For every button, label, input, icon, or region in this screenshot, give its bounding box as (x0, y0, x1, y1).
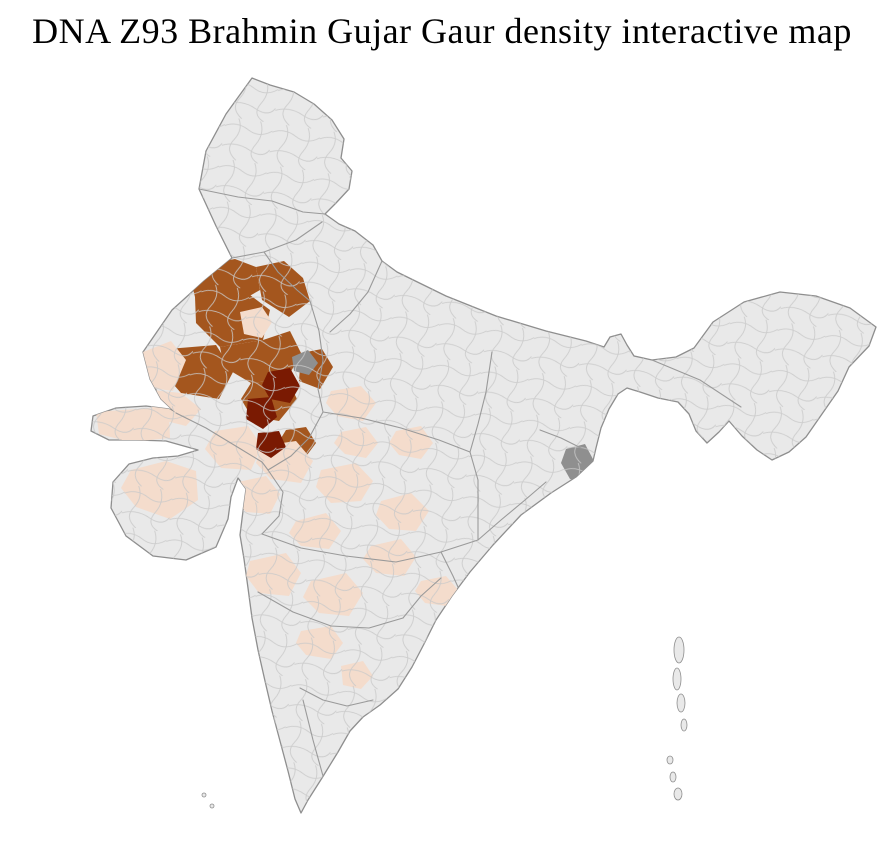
island-shapes (666, 636, 688, 801)
andaman-nicobar-islands[interactable] (666, 636, 688, 801)
state-boundary (302, 699, 324, 777)
state-boundary (309, 300, 324, 390)
lakshadweep-islands[interactable] (201, 792, 215, 809)
page-title: DNA Z93 Brahmin Gujar Gaur density inter… (32, 11, 852, 51)
state-boundary (261, 533, 479, 563)
state-boundary (329, 260, 383, 333)
state-boundary (477, 481, 547, 541)
state-boundary (651, 359, 742, 408)
state-boundary (299, 687, 374, 707)
state-boundaries (175, 188, 742, 777)
island-shapes (201, 792, 215, 809)
state-boundary (322, 411, 471, 453)
state-boundary (539, 429, 582, 449)
state-boundary (263, 251, 311, 302)
state-boundary (231, 221, 323, 259)
state-boundary (267, 388, 324, 471)
state-boundary (402, 577, 442, 619)
state-boundary (175, 412, 269, 471)
state-boundary (198, 188, 326, 215)
state-boundary (261, 469, 284, 535)
state-boundary (469, 351, 493, 453)
state-boundary (257, 591, 404, 629)
state-boundary (469, 451, 479, 541)
